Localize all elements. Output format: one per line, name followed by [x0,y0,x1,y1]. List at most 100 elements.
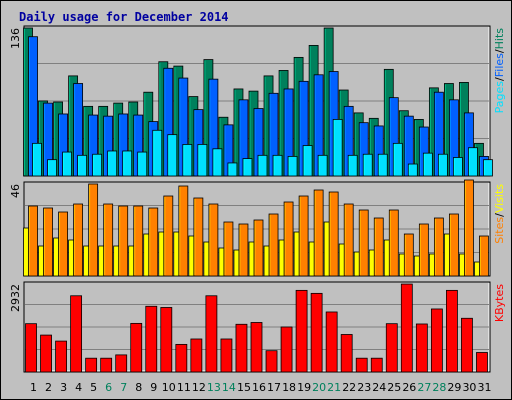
bar-sites-day-26 [403,233,414,277]
x-tick-day-12: 12 [192,381,206,394]
bar-kbytes-day-29 [446,289,458,373]
bar-sites-day-28 [433,217,444,277]
bar-kbytes-day-3 [55,340,67,373]
x-tick-day-15: 15 [237,381,251,394]
x-tick-day-23: 23 [357,381,371,394]
bar-pages-day-13 [212,148,223,177]
bar-kbytes-day-27 [415,323,428,373]
bar-pages-day-17 [272,154,283,177]
legend-separator: / [493,213,506,217]
bar-kbytes-day-13 [205,295,218,373]
bar-pages-day-20 [317,154,328,177]
x-tick-day-13: 13 [207,381,221,394]
bar-pages-day-19 [302,145,313,177]
x-tick-day-18: 18 [282,381,296,394]
bar-kbytes-day-22 [340,334,353,373]
bar-sites-day-29 [449,213,459,277]
bar-pages-day-18 [287,156,298,177]
x-tick-day-26: 26 [402,381,416,394]
bar-sites-day-19 [298,195,309,277]
bar-kbytes-day-24 [370,357,383,373]
bar-pages-day-25 [392,142,403,177]
legend-hits: Hits [493,28,506,50]
x-tick-day-17: 17 [267,381,281,394]
bar-pages-day-21 [332,119,343,177]
bar-kbytes-day-7 [115,354,128,373]
legend-sites-visits: Sites/Visits [493,184,506,244]
x-tick-day-29: 29 [447,381,461,394]
bar-pages-day-22 [347,154,358,177]
x-tick-day-28: 28 [432,381,446,394]
bar-pages-day-24 [377,153,388,177]
bar-sites-day-17 [268,213,279,277]
bar-kbytes-day-5 [85,357,98,373]
bar-sites-day-22 [343,203,354,277]
bar-pages-day-12 [197,144,208,177]
x-tick-day-21: 21 [327,381,341,394]
bar-sites-day-12 [193,197,204,277]
x-tick-day-9: 9 [150,381,157,394]
bar-sites-day-27 [418,223,429,277]
bar-pages-day-6 [107,150,118,177]
bar-pages-day-1 [32,142,42,177]
bar-sites-day-1 [28,205,38,277]
bar-kbytes-day-9 [145,305,158,373]
x-tick-day-3: 3 [60,381,67,394]
bar-pages-day-26 [407,163,418,177]
panel-pages-files-hits: 136 Pages/Files/Hits [9,25,506,177]
bar-kbytes-day-20 [310,292,323,373]
bar-sites-day-16 [253,219,264,277]
bar-pages-day-31 [483,159,493,177]
x-tick-day-24: 24 [372,381,386,394]
bar-pages-day-29 [453,157,463,177]
legend-kbytes: KBytes [493,284,506,322]
bar-kbytes-day-21 [325,311,338,373]
bar-kbytes-day-1 [25,323,37,373]
bar-pages-day-11 [182,144,193,177]
bar-pages-day-28 [437,153,448,177]
bar-kbytes-day-15 [235,323,248,373]
x-tick-day-5: 5 [90,381,97,394]
legend-kbytes: KBytes [493,284,506,322]
x-tick-day-27: 27 [417,381,431,394]
x-tick-day-1: 1 [30,381,37,394]
bar-pages-day-4 [77,154,88,177]
bar-sites-day-6 [103,203,114,277]
legend-files: Files [493,53,506,77]
x-tick-day-14: 14 [222,381,236,394]
bar-kbytes-day-23 [355,357,368,373]
bar-pages-day-5 [92,153,103,177]
bar-kbytes-day-8 [130,322,143,373]
bar-sites-day-9 [148,207,159,277]
bar-pages-day-27 [422,152,433,177]
bar-sites-day-5 [88,183,99,277]
bar-pages-day-15 [242,158,253,177]
bar-kbytes-day-12 [190,338,203,373]
x-tick-day-11: 11 [177,381,191,394]
x-tick-day-6: 6 [105,381,112,394]
bar-kbytes-day-2 [40,334,52,373]
bar-sites-day-13 [208,203,219,277]
bar-sites-day-24 [373,217,384,277]
legend-pages-files-hits: Pages/Files/Hits [493,28,506,114]
bar-kbytes-day-16 [250,322,263,373]
legend-visits: Visits [493,184,506,213]
y-max-label: 136 [9,28,22,49]
bar-sites-day-20 [313,189,324,277]
bar-pages-day-10 [167,134,178,177]
bar-sites-day-25 [388,209,399,277]
bar-pages-day-23 [362,153,373,177]
bar-sites-day-11 [178,185,189,277]
bar-sites-day-10 [163,195,174,277]
panel-kbytes: 2932 KBytes [9,281,506,373]
bar-sites-day-31 [479,235,489,277]
bar-kbytes-day-26 [400,283,413,373]
bar-sites-day-14 [223,221,234,277]
bar-kbytes-day-17 [265,350,278,373]
x-tick-day-22: 22 [342,381,356,394]
bar-kbytes-day-14 [220,338,233,373]
y-max-label: 46 [9,184,22,198]
bar-pages-day-2 [47,159,57,177]
x-tick-day-19: 19 [297,381,311,394]
